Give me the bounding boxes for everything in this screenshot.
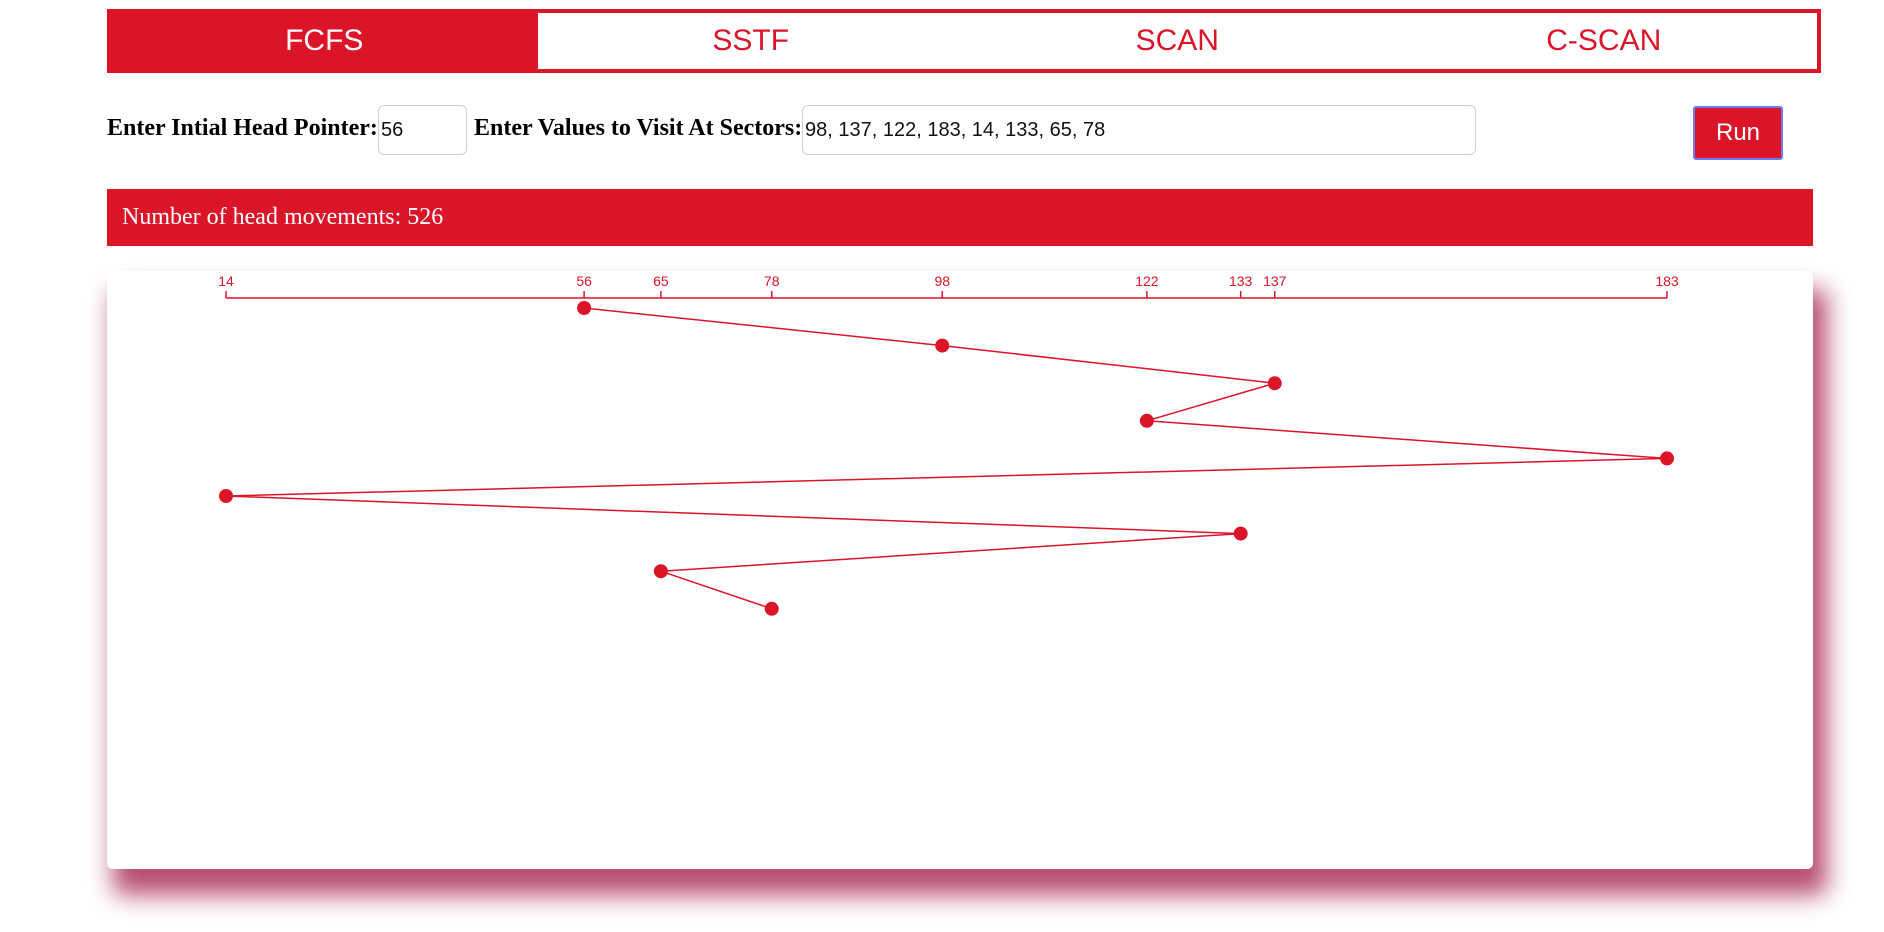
x-tick-label: 65 [653,273,669,289]
x-tick-label: 183 [1655,273,1679,289]
x-tick-label: 137 [1263,273,1287,289]
x-tick-label: 78 [764,273,780,289]
seek-point [653,564,668,579]
head-movements-banner: Number of head movements: 526 [107,189,1813,246]
seek-point [577,301,592,315]
x-tick-label: 56 [576,273,592,289]
x-tick-label: 122 [1135,273,1159,289]
seek-path-line [225,307,1668,610]
seek-point [764,601,779,616]
seek-chart: 14 56 65 78 98 122 133 137 183 [218,273,1679,616]
head-movements-text: Number of head movements: 526 [122,204,444,230]
seek-point [219,489,233,503]
seek-point [935,338,950,353]
run-button[interactable]: Run [1693,106,1783,160]
tab-scan[interactable]: SCAN [1135,24,1219,57]
seek-point [1660,451,1674,466]
x-tick-label: 14 [218,273,234,289]
sectors-label: Enter Values to Visit At Sectors: [474,115,803,141]
head-pointer-input[interactable] [378,105,467,155]
x-tick-label: 98 [934,273,950,289]
tab-fcfs[interactable]: FCFS [111,13,538,69]
tab-c-scan[interactable]: C-SCAN [1546,24,1662,57]
seek-point [1267,376,1282,391]
x-tick-label: 133 [1229,273,1253,289]
head-pointer-label: Enter Intial Head Pointer: [107,115,378,141]
sectors-input[interactable] [802,105,1476,155]
seek-point [1139,413,1154,428]
algorithm-tabs: FCFS SSTF SCAN C-SCAN [107,9,1821,73]
chart-card: 14 56 65 78 98 122 133 137 183 [107,271,1813,869]
seek-point [1233,526,1248,541]
tab-sstf[interactable]: SSTF [712,24,790,57]
